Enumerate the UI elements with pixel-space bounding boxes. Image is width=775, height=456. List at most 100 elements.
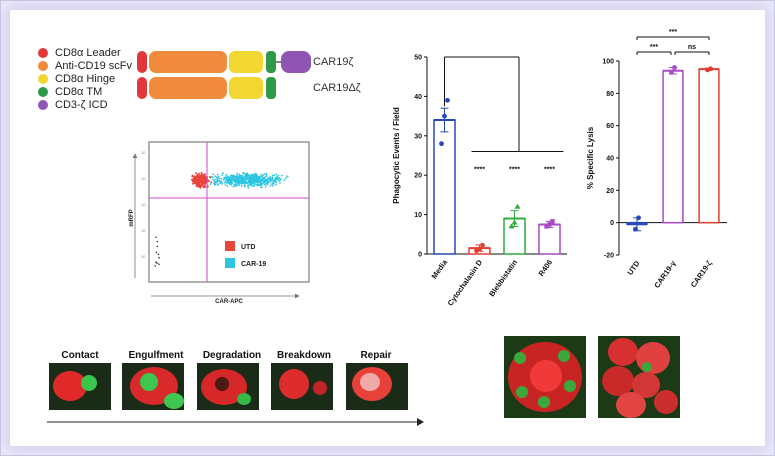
- y-tick-label: 80: [606, 91, 614, 98]
- flow-legend-label: UTD: [241, 244, 255, 251]
- sig-label: ns: [688, 44, 696, 51]
- category-label: Blebbistatin: [487, 258, 519, 299]
- tm-domain: [266, 51, 276, 73]
- flow-ylabel: mRFP: [129, 209, 135, 226]
- flow-legend-label: CAR-19: [241, 261, 266, 268]
- legend-label: CD8α Hinge: [55, 73, 116, 85]
- category-label: Cytochalasin D: [446, 258, 485, 308]
- svg-text:10: 10: [141, 228, 146, 233]
- y-tick-label: 50: [414, 55, 422, 62]
- y-tick-label: -20: [604, 253, 614, 260]
- data-point: [511, 219, 518, 225]
- legend-dot: [38, 100, 48, 110]
- category-label: Media: [430, 257, 450, 280]
- sig-label: ***: [650, 44, 658, 51]
- y-tick-label: 30: [414, 133, 422, 140]
- lysis-plot-area: -20 0 20 40 60 80 100 UTD CAR19-γ CAR19-ζ *** *** ns: [602, 29, 727, 290]
- scfv-domain: [149, 77, 227, 99]
- phagocytosis-ylabel: Phagocytic Events / Field: [392, 107, 401, 204]
- data-point: [439, 141, 444, 147]
- data-point: [708, 66, 713, 72]
- bar: [662, 69, 684, 224]
- y-tick-label: 40: [606, 156, 614, 163]
- leader-domain: [137, 51, 147, 73]
- scatter-cloud: [154, 171, 289, 267]
- legend-label: CD8α TM: [55, 86, 103, 98]
- data-point: [508, 223, 515, 229]
- category-label: CAR19-ζ: [689, 259, 714, 290]
- y-tick-label: 0: [418, 252, 422, 259]
- sig-label: ****: [509, 166, 520, 173]
- construct-label: CAR19ζ: [313, 56, 354, 68]
- data-point: [514, 203, 521, 209]
- data-point: [445, 97, 450, 103]
- bar: [433, 119, 456, 255]
- micrograph-breakdown: [271, 363, 333, 410]
- tm-domain: [266, 77, 276, 99]
- data-point: [477, 246, 482, 252]
- scfv-domain: [149, 51, 227, 73]
- sig-label: ****: [474, 166, 485, 173]
- svg-text:10: 10: [141, 254, 146, 259]
- flow-legend-swatch: [225, 258, 235, 268]
- flow-xlabel: CAR-APC: [215, 299, 243, 305]
- data-point: [669, 69, 674, 75]
- data-point: [633, 226, 638, 232]
- category-label: R406: [536, 258, 554, 278]
- construct-car19z: [137, 51, 311, 73]
- legend-label: Anti-CD19 scFv: [55, 60, 133, 72]
- svg-text:10: 10: [141, 176, 146, 181]
- y-tick-label: 100: [602, 59, 614, 66]
- svg-text:10: 10: [141, 150, 146, 155]
- svg-text:10: 10: [141, 202, 146, 207]
- construct-label: CAR19Δζ: [313, 82, 361, 94]
- hinge-domain: [229, 77, 263, 99]
- bar: [698, 68, 720, 224]
- sig-label: ****: [544, 166, 555, 173]
- y-tick-label: 60: [606, 123, 614, 130]
- data-point: [442, 113, 447, 119]
- leader-domain: [137, 77, 147, 99]
- y-tick-label: 40: [414, 94, 422, 101]
- lysis-ylabel: % Specific Lysis: [586, 126, 595, 189]
- sig-label: ***: [669, 29, 677, 36]
- legend-label: CD3-ζ ICD: [55, 99, 108, 111]
- legend-dot: [38, 48, 48, 58]
- legend-dot: [38, 87, 48, 97]
- construct-car19dz: [137, 77, 276, 99]
- micrograph-cell-cluster: [598, 336, 680, 418]
- y-tick-label: 10: [414, 212, 422, 219]
- stage-label-degradation: Degradation: [202, 350, 262, 361]
- micrograph-repair: [346, 363, 408, 410]
- cd3z-domain: [281, 51, 311, 73]
- hinge-domain: [229, 51, 263, 73]
- stage-label-engulfment: Engulfment: [128, 350, 184, 361]
- stage-label-contact: Contact: [61, 350, 99, 361]
- legend-dot: [38, 74, 48, 84]
- car-constructs-diagram: [137, 51, 311, 99]
- stage-label-breakdown: Breakdown: [277, 350, 331, 361]
- legend-label: CD8α Leader: [55, 47, 121, 59]
- micrograph-engulfed-cluster: [504, 336, 586, 418]
- legend-dot: [38, 61, 48, 71]
- y-tick-label: 20: [606, 188, 614, 195]
- flow-cytometry-plot: 10 10 10 10 10 mRFP CAR-APC UTD CAR-19: [129, 141, 310, 305]
- category-label: UTD: [625, 259, 642, 277]
- y-tick-label: 20: [414, 173, 422, 180]
- bar: [538, 223, 561, 255]
- lysis-chart: -20 0 20 40 60 80 100 UTD CAR19-γ CAR19-ζ *** *** ns…: [586, 29, 727, 290]
- data-point: [547, 222, 552, 227]
- data-point: [672, 65, 677, 70]
- category-label: CAR19-γ: [652, 258, 678, 289]
- stage-label-repair: Repair: [360, 350, 392, 361]
- data-point: [544, 224, 549, 229]
- y-tick-label: 0: [610, 220, 614, 227]
- timeline-arrow: [47, 418, 424, 426]
- data-point: [480, 242, 485, 248]
- data-point: [636, 215, 641, 221]
- flow-legend-swatch: [225, 241, 235, 251]
- micrograph-degradation: [197, 363, 259, 410]
